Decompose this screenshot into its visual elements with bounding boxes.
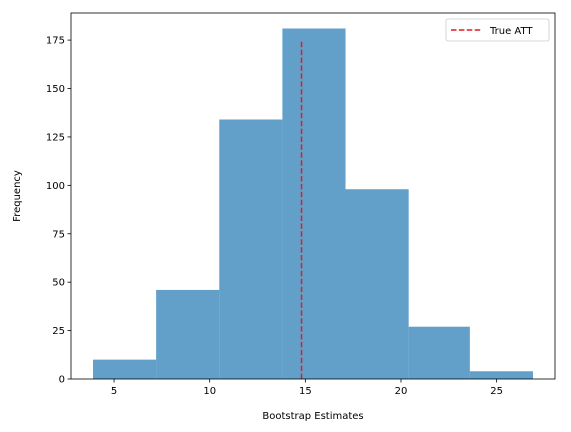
histogram-bar-3 xyxy=(219,119,283,379)
x-tick-label: 10 xyxy=(203,386,216,397)
y-axis-ticks: 0 25 50 75 100 125 150 175 xyxy=(46,36,71,386)
histogram-bar-6 xyxy=(408,326,470,379)
y-axis-label: Frequency xyxy=(12,170,23,222)
plot-frame xyxy=(70,12,556,380)
x-tick-label: 5 xyxy=(111,386,117,397)
x-axis-label: Bootstrap Estimates xyxy=(262,411,363,422)
x-axis-ticks: 5 10 15 20 25 xyxy=(111,379,503,397)
y-tick-label: 75 xyxy=(52,229,65,240)
histogram-bar-1 xyxy=(93,359,157,379)
x-tick-label: 20 xyxy=(395,386,408,397)
legend-box xyxy=(445,18,550,42)
y-tick-label: 125 xyxy=(46,132,65,143)
legend: True ATT xyxy=(445,18,550,42)
legend-label-true-att: True ATT xyxy=(489,26,533,37)
y-tick-label: 50 xyxy=(52,278,65,289)
y-tick-label: 100 xyxy=(46,181,65,192)
x-tick-label: 25 xyxy=(490,386,503,397)
histogram-bar-2 xyxy=(156,289,220,379)
y-tick-label: 150 xyxy=(46,84,65,95)
x-tick-label: 15 xyxy=(299,386,312,397)
histogram-bar-4 xyxy=(282,28,346,379)
y-tick-label: 0 xyxy=(59,375,65,386)
histogram-bar-5 xyxy=(345,189,409,379)
histogram-bars xyxy=(93,28,533,379)
y-tick-label: 25 xyxy=(52,326,65,337)
histogram-bar-7 xyxy=(469,371,533,379)
y-tick-label: 175 xyxy=(46,36,65,47)
